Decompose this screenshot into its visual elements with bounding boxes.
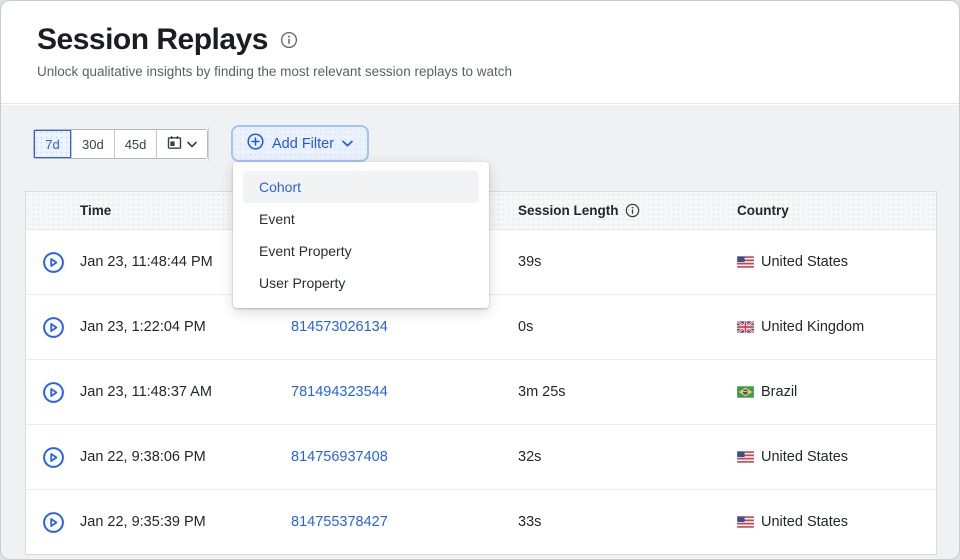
calendar-icon bbox=[167, 135, 182, 153]
cell-play bbox=[26, 446, 80, 469]
cell-play bbox=[26, 316, 80, 339]
cell-session-length: 33s bbox=[518, 514, 542, 530]
session-length-info-icon[interactable] bbox=[625, 203, 640, 218]
cell-time: Jan 22, 9:38:06 PM bbox=[80, 449, 206, 465]
play-replay-button[interactable] bbox=[42, 381, 65, 404]
add-filter-label: Add Filter bbox=[272, 135, 335, 152]
date-range-calendar-button[interactable] bbox=[157, 130, 208, 158]
page-header: Session Replays Unlock qualitative insig… bbox=[1, 1, 959, 104]
cell-time: Jan 23, 11:48:44 PM bbox=[80, 254, 213, 270]
session-id-link[interactable]: 781494323544 bbox=[291, 384, 388, 400]
cell-session-id: 781494323544 bbox=[291, 384, 518, 400]
filter-menu-item-label: Cohort bbox=[259, 179, 302, 195]
page-body: 7d 30d 45d bbox=[1, 105, 959, 559]
cell-session-id: 814573026134 bbox=[291, 319, 518, 335]
table-row: Jan 22, 9:35:39 PM 814755378427 33s Unit… bbox=[26, 490, 936, 554]
cell-country: Brazil bbox=[737, 384, 936, 400]
date-range-button[interactable]: 7d bbox=[34, 130, 72, 158]
country-name: United States bbox=[761, 449, 849, 465]
play-replay-button[interactable] bbox=[42, 446, 65, 469]
play-replay-button[interactable] bbox=[42, 251, 65, 274]
session-id-link[interactable]: 814755378427 bbox=[291, 514, 388, 530]
cell-country: United States bbox=[737, 514, 936, 530]
table-row: Jan 23, 11:48:37 AM 781494323544 3m 25s … bbox=[26, 360, 936, 425]
chevron-down-icon bbox=[187, 141, 198, 148]
header-session-length: Session Length bbox=[518, 203, 737, 218]
header-country: Country bbox=[737, 203, 789, 218]
filter-menu-item[interactable]: User Property bbox=[243, 267, 479, 299]
play-replay-button[interactable] bbox=[42, 511, 65, 534]
cell-country: United States bbox=[737, 254, 936, 270]
chevron-down-icon bbox=[342, 140, 353, 147]
date-range-label: 30d bbox=[82, 136, 104, 152]
cell-session-id: 814755378427 bbox=[291, 514, 518, 530]
country-flag-icon bbox=[737, 451, 754, 463]
filter-menu-item[interactable]: Event Property bbox=[243, 235, 479, 267]
cell-time: Jan 23, 11:48:37 AM bbox=[80, 384, 212, 400]
cell-session-length: 3m 25s bbox=[518, 384, 566, 400]
cell-play bbox=[26, 381, 80, 404]
add-filter-menu: Cohort Event Event Property User Propert… bbox=[233, 162, 489, 308]
cell-play bbox=[26, 251, 80, 274]
play-replay-button[interactable] bbox=[42, 316, 65, 339]
country-name: United Kingdom bbox=[761, 319, 865, 335]
date-range-button[interactable]: 30d bbox=[72, 130, 115, 158]
filter-menu-item-label: User Property bbox=[259, 275, 346, 291]
date-range-button[interactable]: 45d bbox=[114, 130, 158, 158]
plus-circle-icon bbox=[247, 133, 264, 154]
cell-session-length: 32s bbox=[518, 449, 542, 465]
date-range-label: 7d bbox=[45, 136, 60, 152]
country-name: United States bbox=[761, 514, 849, 530]
table-row: Jan 22, 9:38:06 PM 814756937408 32s Unit… bbox=[26, 425, 936, 490]
date-range-label: 45d bbox=[124, 136, 147, 152]
filter-menu-item[interactable]: Event bbox=[243, 203, 479, 235]
country-flag-icon bbox=[737, 386, 754, 398]
cell-session-length: 39s bbox=[518, 254, 542, 270]
cell-session-id: 814756937408 bbox=[291, 449, 518, 465]
title-info-icon[interactable] bbox=[280, 31, 298, 49]
page-title: Session Replays bbox=[37, 23, 268, 56]
page-subtitle: Unlock qualitative insights by finding t… bbox=[37, 64, 512, 79]
filter-menu-item[interactable]: Cohort bbox=[243, 171, 479, 203]
filter-menu-item-label: Event Property bbox=[259, 243, 352, 259]
country-flag-icon bbox=[737, 321, 754, 333]
cell-time: Jan 22, 9:35:39 PM bbox=[80, 514, 206, 530]
session-id-link[interactable]: 814573026134 bbox=[291, 319, 388, 335]
country-flag-icon bbox=[737, 516, 754, 528]
session-id-link[interactable]: 814756937408 bbox=[291, 449, 388, 465]
country-flag-icon bbox=[737, 256, 754, 268]
country-name: Brazil bbox=[761, 384, 798, 400]
header-time: Time bbox=[80, 203, 112, 218]
country-name: United States bbox=[761, 254, 849, 270]
cell-time: Jan 23, 1:22:04 PM bbox=[80, 319, 206, 335]
date-range-control: 7d 30d 45d bbox=[33, 129, 209, 159]
cell-country: United States bbox=[737, 449, 936, 465]
cell-play bbox=[26, 511, 80, 534]
toolbar-divider bbox=[208, 127, 209, 161]
cell-session-length: 0s bbox=[518, 319, 534, 335]
add-filter-button[interactable]: Add Filter bbox=[231, 125, 370, 162]
filter-menu-item-label: Event bbox=[259, 211, 295, 227]
cell-country: United Kingdom bbox=[737, 319, 936, 335]
